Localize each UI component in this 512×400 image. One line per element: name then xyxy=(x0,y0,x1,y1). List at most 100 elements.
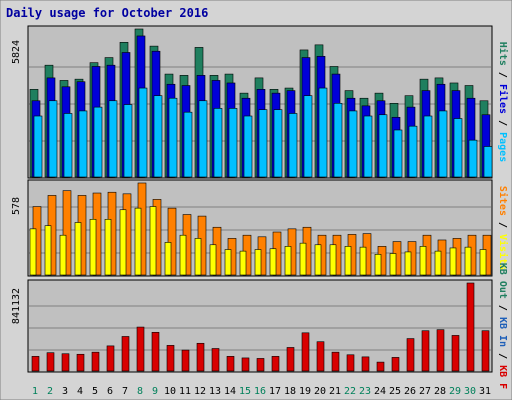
day-label: 23 xyxy=(359,386,371,397)
legend-label: Hits / Files / Pages xyxy=(497,42,509,162)
visits-bar xyxy=(209,244,217,276)
day-label: 20 xyxy=(314,386,326,397)
sites-bar xyxy=(167,207,177,276)
sites-bar xyxy=(62,190,72,276)
kbf-bar xyxy=(301,332,310,372)
day-label: 14 xyxy=(224,386,236,397)
pages-bar xyxy=(333,103,343,178)
pages-bar xyxy=(198,100,208,178)
pages-bar xyxy=(33,115,43,178)
pages-bar xyxy=(303,95,313,178)
kbf-bar xyxy=(151,331,160,372)
visits-bar xyxy=(359,246,367,276)
visits-bar xyxy=(44,225,52,276)
legend-entry: KB In xyxy=(497,317,508,347)
visits-bar xyxy=(464,246,472,276)
visits-bar xyxy=(284,246,292,276)
day-label: 5 xyxy=(92,386,98,397)
day-label: 9 xyxy=(152,386,158,397)
pages-bar xyxy=(93,106,103,178)
legend-separator: / xyxy=(497,216,508,234)
pages-bar xyxy=(288,113,298,178)
day-label: 24 xyxy=(374,386,386,397)
pages-bar xyxy=(408,125,418,178)
legend-entry: Sites xyxy=(497,186,509,216)
visits-bar xyxy=(224,249,232,276)
day-label: 8 xyxy=(137,386,143,397)
pages-bar xyxy=(78,110,88,178)
visits-bar xyxy=(419,246,427,276)
visits-bar xyxy=(104,218,112,276)
kbf-bar xyxy=(31,356,40,372)
legend-separator: / xyxy=(497,299,508,317)
legend-label: Sites / Visits xyxy=(497,186,509,270)
legend-entry: KB F xyxy=(497,365,508,389)
kbf-bar xyxy=(91,351,100,372)
kbf-bar xyxy=(361,356,370,372)
kbf-bar xyxy=(106,345,115,372)
pages-bar xyxy=(123,104,133,178)
visits-bar xyxy=(269,248,277,276)
pages-bar xyxy=(138,87,148,178)
legend-entry: Hits xyxy=(497,42,509,66)
kbf-bar xyxy=(226,356,235,372)
pages-bar xyxy=(318,87,328,178)
visits-bar xyxy=(374,254,382,276)
day-label: 22 xyxy=(344,386,356,397)
kbf-bar xyxy=(196,342,205,372)
visits-bar xyxy=(389,253,397,276)
pages-bar xyxy=(243,115,253,178)
panel-max-label: 5824 xyxy=(11,40,22,64)
pages-bar xyxy=(423,115,433,178)
visits-bar xyxy=(314,244,322,276)
day-label: 7 xyxy=(122,386,128,397)
pages-bar xyxy=(468,139,478,178)
pages-bar xyxy=(393,129,403,178)
kbf-bar xyxy=(166,345,175,372)
visits-bar xyxy=(434,250,442,276)
day-label: 30 xyxy=(464,386,476,397)
day-label: 6 xyxy=(107,386,113,397)
visits-bar xyxy=(449,247,457,276)
legend-entry: Files xyxy=(497,84,509,114)
day-label: 28 xyxy=(434,386,446,397)
kbf-bar xyxy=(331,351,340,372)
pages-bar xyxy=(48,100,58,178)
visits-bar xyxy=(194,238,202,276)
pages-bar xyxy=(183,111,193,178)
kbf-bar xyxy=(211,348,220,372)
visits-bar xyxy=(149,206,157,276)
kbf-bar xyxy=(76,353,85,372)
kbf-bar xyxy=(121,336,130,372)
panel-max-label: 578 xyxy=(11,197,22,215)
kbf-bar xyxy=(436,329,445,372)
pages-bar xyxy=(108,100,118,178)
pages-bar xyxy=(168,97,178,178)
kbf-bar xyxy=(241,357,250,372)
day-label: 13 xyxy=(209,386,221,397)
chart-title: Daily usage for October 2016 xyxy=(6,6,208,20)
day-label: 26 xyxy=(404,386,416,397)
visits-bar xyxy=(344,246,352,276)
visits-bar xyxy=(119,209,127,276)
visits-bar xyxy=(239,250,247,276)
day-label: 17 xyxy=(269,386,281,397)
pages-bar xyxy=(258,109,268,178)
legend-separator: / xyxy=(497,66,508,84)
visits-bar xyxy=(299,242,307,276)
visits-bar xyxy=(254,249,262,276)
visits-bar xyxy=(59,234,67,276)
visits-bar xyxy=(164,242,172,276)
day-label: 10 xyxy=(164,386,176,397)
legend-separator: / xyxy=(497,114,508,132)
pages-bar xyxy=(378,114,388,178)
day-label: 27 xyxy=(419,386,431,397)
panel-3 xyxy=(27,279,493,373)
kbf-bar xyxy=(406,338,415,372)
pages-bar xyxy=(228,108,238,178)
day-label: 19 xyxy=(299,386,311,397)
kbf-bar xyxy=(46,352,55,372)
kbf-bar xyxy=(181,349,190,372)
